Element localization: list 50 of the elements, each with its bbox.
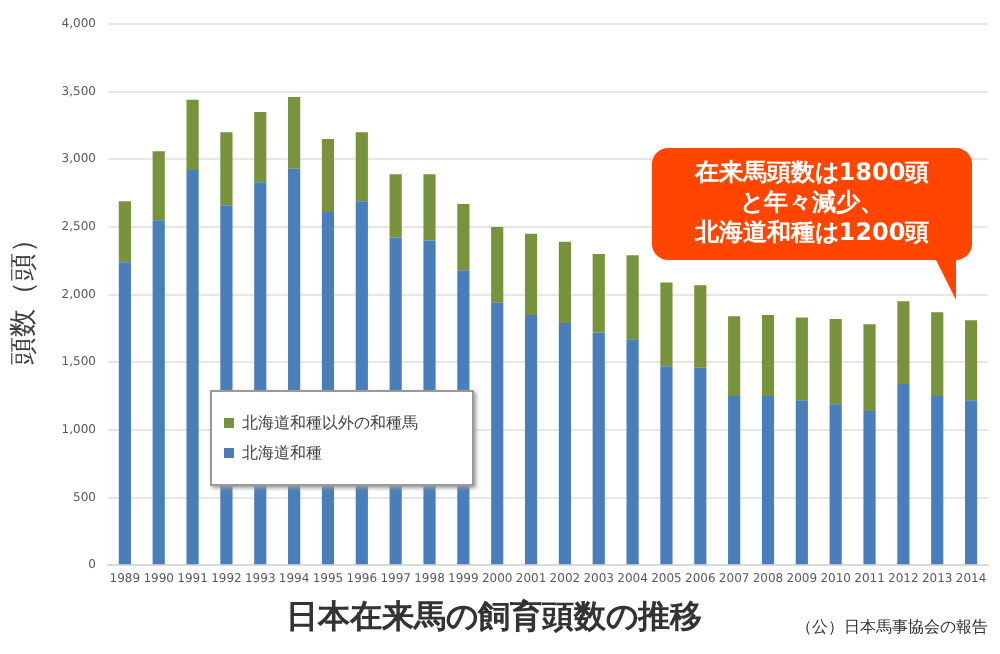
bar	[626, 255, 639, 340]
bar	[186, 99, 199, 171]
bar	[761, 396, 775, 565]
bar	[558, 241, 571, 324]
y-axis-title: 頭数（頭）	[8, 224, 41, 365]
bar	[491, 302, 504, 565]
bar	[931, 312, 944, 397]
bar	[964, 400, 978, 565]
bar	[355, 132, 368, 202]
bar	[524, 314, 538, 565]
bar	[592, 332, 605, 565]
bar	[118, 201, 131, 263]
bar	[152, 220, 165, 565]
bar	[728, 396, 741, 565]
bar	[558, 323, 571, 565]
bar	[524, 233, 538, 315]
bar	[897, 383, 910, 565]
bar	[863, 324, 876, 411]
bar	[964, 320, 978, 401]
bar	[118, 262, 131, 565]
bar	[694, 285, 707, 368]
bar	[660, 282, 673, 367]
bar	[931, 396, 944, 565]
bar	[829, 404, 842, 565]
bar	[795, 400, 808, 565]
bar	[626, 339, 639, 565]
annotation: 在来馬頭数は1800頭と年々減少、北海道和種は1200頭	[692, 158, 932, 248]
bar	[220, 132, 233, 206]
bar	[423, 174, 436, 241]
bar	[728, 316, 741, 397]
legend-label: 北海道和種	[242, 442, 322, 464]
bar	[457, 203, 470, 271]
bar	[491, 226, 504, 303]
text: （公）日本馬事協会の報告	[796, 616, 988, 638]
bar	[795, 317, 808, 401]
bar	[152, 151, 165, 221]
bar	[660, 366, 673, 565]
text: 日本在来馬の飼育頭数の推移	[286, 597, 702, 636]
bar	[186, 170, 199, 565]
bar	[254, 111, 267, 183]
bar	[288, 97, 301, 169]
bar	[389, 174, 402, 238]
bar	[694, 367, 707, 565]
bar	[897, 301, 910, 384]
bar	[321, 139, 335, 213]
bar	[592, 254, 605, 333]
bar	[863, 410, 876, 565]
bar	[829, 318, 842, 405]
bar	[761, 314, 775, 397]
legend-label: 北海道和種以外の和種馬	[242, 412, 418, 434]
